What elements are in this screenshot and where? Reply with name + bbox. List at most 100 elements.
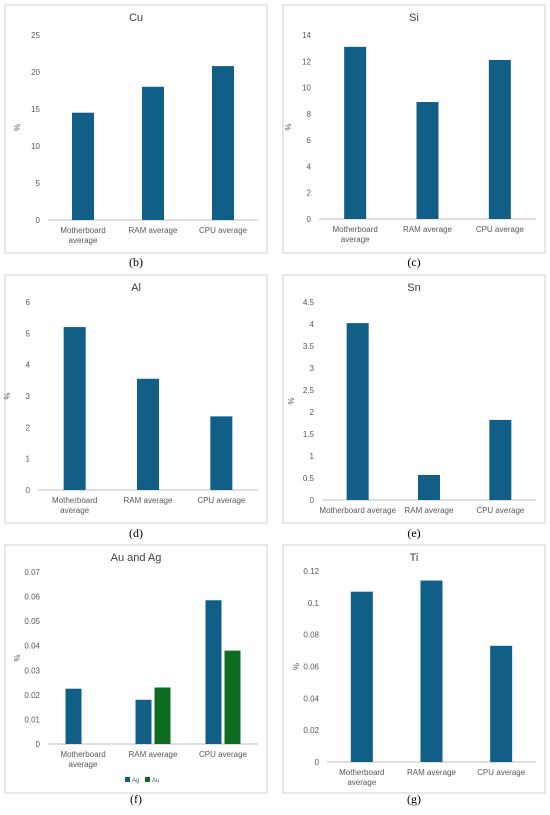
- legend-label: Au: [152, 778, 159, 784]
- x-category-label: Motherboard average: [319, 506, 396, 515]
- x-category-label: CPU average: [197, 496, 246, 505]
- y-tick-label: 0.04: [24, 642, 40, 651]
- y-tick-label: 3: [26, 392, 31, 401]
- bar: [489, 419, 512, 500]
- y-tick-label: 4: [307, 162, 312, 171]
- y-tick-label: 0.06: [24, 593, 40, 602]
- x-category-label: CPU average: [476, 506, 525, 515]
- x-category-label: RAM average: [407, 768, 456, 777]
- x-category-label: Motherboard average: [60, 750, 105, 769]
- panel-label: (d): [129, 526, 143, 540]
- x-category-label: RAM average: [124, 496, 173, 505]
- y-tick-label: 3: [310, 364, 315, 373]
- y-tick-label: 0.04: [303, 694, 319, 703]
- bar: [212, 66, 234, 220]
- bar: [65, 688, 82, 744]
- y-tick-label: 0.05: [24, 617, 40, 626]
- panel-label: (b): [129, 255, 143, 269]
- bar: [72, 112, 94, 220]
- chart-5: Au and Ag 0 0.01 0.02 0.03 0.04 0.05 0.06 0.07% M…: [4, 544, 268, 794]
- bar: [137, 378, 159, 490]
- bar: [224, 650, 241, 744]
- y-tick-label: 2: [26, 423, 31, 432]
- y-tick-label: 4: [310, 320, 315, 329]
- y-tick-label: 15: [31, 105, 40, 114]
- y-tick-label: 0.12: [303, 567, 319, 576]
- legend: Ag Au: [125, 777, 159, 784]
- chart-title: Al: [131, 282, 141, 294]
- y-tick-label: 1.5: [303, 430, 315, 439]
- y-tick-label: 6: [307, 136, 312, 145]
- y-tick-label: 0.5: [303, 474, 315, 483]
- y-tick-label: 0: [26, 486, 31, 495]
- panel-label: (c): [407, 255, 420, 269]
- x-category-label: CPU average: [199, 750, 248, 759]
- x-category-label: Motherboard average: [332, 225, 377, 244]
- bar: [142, 86, 164, 220]
- chart-title: Ti: [410, 552, 419, 564]
- bar: [344, 46, 367, 220]
- y-tick-label: 4: [26, 361, 31, 370]
- y-tick-label: 0.06: [303, 663, 319, 672]
- chart-title: Au and Ag: [111, 552, 162, 564]
- chart-1: Cu 0 5 10 15 20 25% Motherboard average RAM avera…: [4, 4, 268, 254]
- bar: [416, 102, 439, 219]
- x-category-label: RAM average: [403, 225, 452, 234]
- y-tick-label: 0.07: [24, 568, 40, 577]
- y-axis-label: %: [287, 397, 296, 404]
- chart-3: Al 0 1 2 3 4 5 6% Motherboard average RAM average C…: [3, 274, 268, 524]
- bar: [135, 699, 152, 744]
- panel-label: (g): [407, 792, 421, 806]
- bar: [205, 600, 222, 744]
- y-axis-label: %: [13, 654, 22, 661]
- x-category-label: CPU average: [199, 226, 248, 235]
- chart-title: Si: [409, 12, 419, 24]
- bar: [490, 645, 513, 762]
- y-tick-label: 12: [302, 57, 311, 66]
- y-tick-label: 0: [310, 496, 315, 505]
- y-tick-label: 0.03: [24, 666, 40, 675]
- y-axis-label: %: [13, 124, 22, 131]
- y-tick-label: 0.08: [303, 631, 319, 640]
- y-tick-label: 25: [31, 31, 40, 40]
- x-category-label: Motherboard average: [52, 496, 97, 515]
- y-tick-label: 5: [26, 329, 31, 338]
- y-tick-label: 0.1: [308, 599, 320, 608]
- chart-title: Cu: [129, 12, 143, 24]
- y-tick-label: 0.02: [24, 691, 40, 700]
- legend-label: Ag: [132, 778, 139, 784]
- bar: [350, 591, 373, 762]
- y-tick-label: 14: [302, 31, 311, 40]
- x-category-label: Motherboard average: [60, 226, 105, 245]
- bar: [418, 474, 440, 500]
- x-category-label: CPU average: [477, 768, 526, 777]
- bar: [154, 687, 171, 744]
- chart-6: Ti 0 0.02 0.04 0.06 0.08 0.1 0.12% Motherboard av…: [282, 544, 546, 794]
- y-tick-label: 2: [307, 189, 312, 198]
- y-tick-label: 3.5: [303, 342, 315, 351]
- x-category-label: CPU average: [476, 225, 525, 234]
- y-tick-label: 6: [26, 298, 31, 307]
- legend-swatch: [145, 777, 150, 782]
- panel-label: (f): [130, 792, 142, 806]
- bar: [488, 59, 511, 219]
- y-tick-label: 10: [31, 142, 40, 151]
- bar: [210, 416, 233, 490]
- x-category-label: Motherboard average: [339, 768, 384, 787]
- chart-title: Sn: [407, 282, 420, 294]
- y-tick-label: 4.5: [303, 298, 315, 307]
- chart-frame: [4, 544, 268, 794]
- y-tick-label: 0: [307, 215, 312, 224]
- y-axis-label: %: [284, 123, 293, 130]
- y-tick-label: 1: [26, 455, 31, 464]
- x-category-label: RAM average: [129, 750, 178, 759]
- chart-2: Si 0 2 4 6 8 10 12 14% Motherboard average RAM aver…: [282, 4, 546, 254]
- y-tick-label: 0.01: [24, 715, 40, 724]
- panel-label: (e): [407, 526, 420, 540]
- y-tick-label: 10: [302, 84, 311, 93]
- y-tick-label: 0: [36, 740, 41, 749]
- y-axis-label: %: [292, 663, 301, 670]
- x-category-label: RAM average: [405, 506, 454, 515]
- chart-4: Sn 0 0.5 1 1.5 2 2.5 3 3.5 4 4.5% Motherboard avera…: [282, 274, 546, 524]
